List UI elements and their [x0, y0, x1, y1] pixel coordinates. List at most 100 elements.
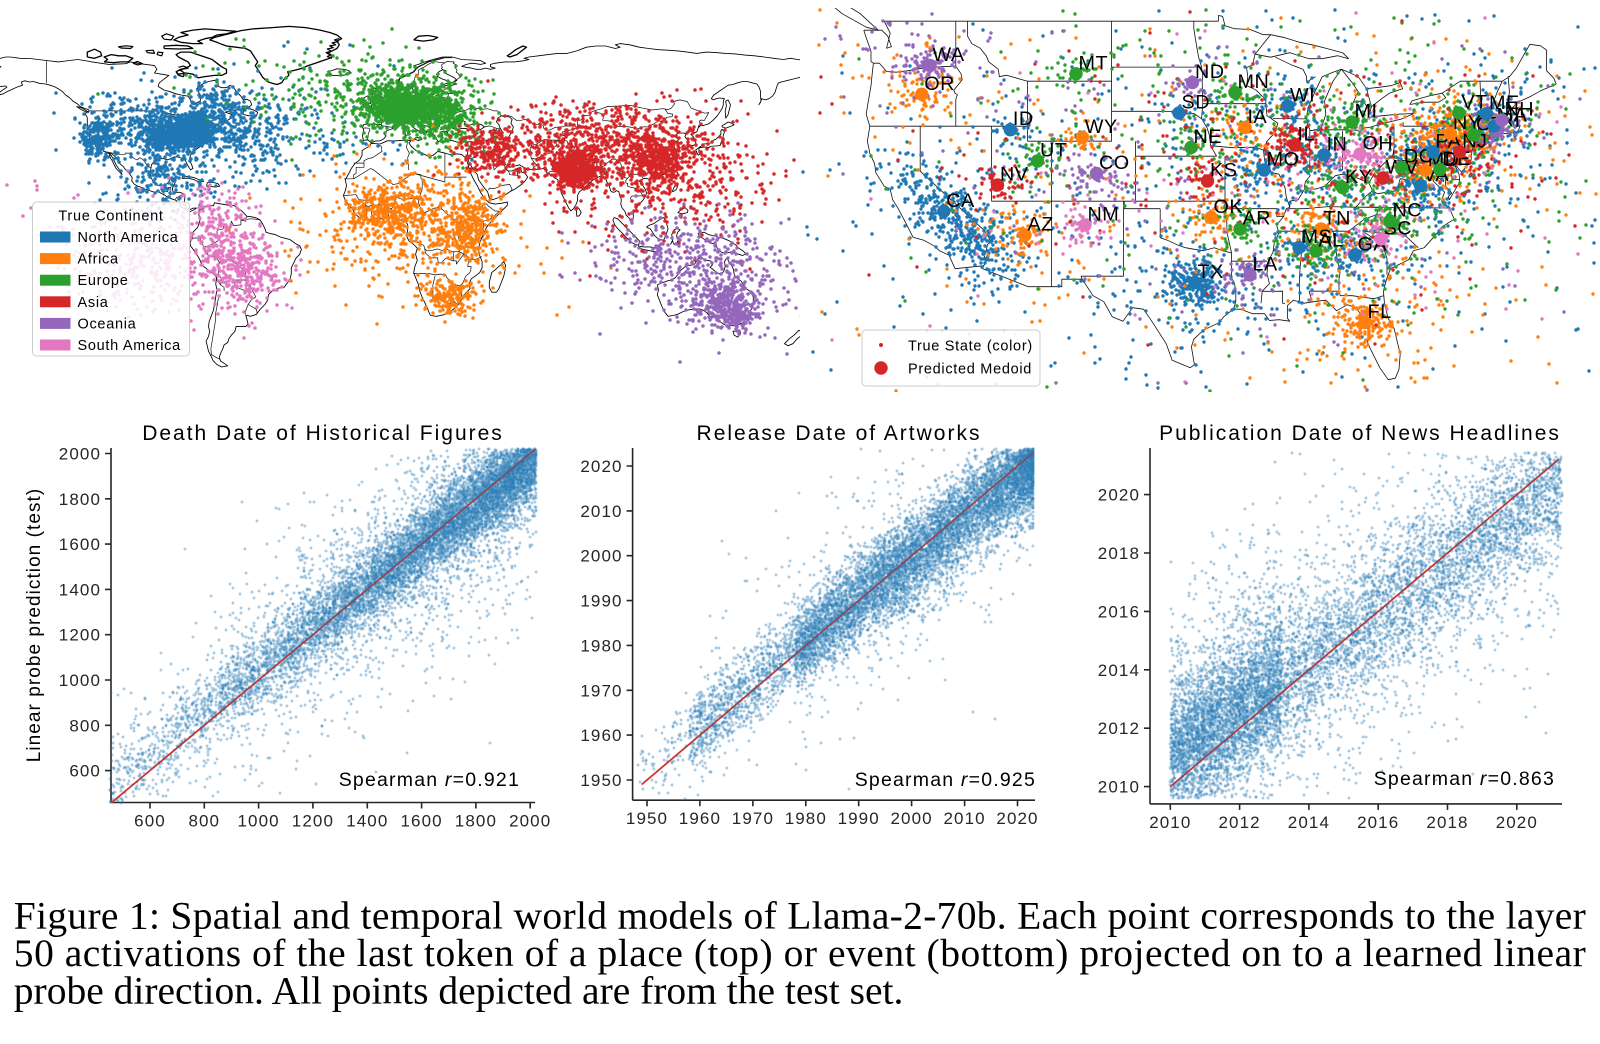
- svg-text:800: 800: [188, 812, 220, 831]
- svg-text:NC: NC: [1393, 200, 1423, 222]
- svg-text:Predicted Medoid: Predicted Medoid: [908, 362, 1032, 378]
- svg-text:LA: LA: [1253, 254, 1279, 276]
- svg-text:1800: 1800: [59, 490, 101, 509]
- svg-text:South America: South America: [78, 338, 182, 354]
- svg-text:Release Date of Artworks: Release Date of Artworks: [697, 422, 982, 445]
- svg-text:ND: ND: [1195, 61, 1225, 83]
- svg-text:UT: UT: [1040, 140, 1067, 162]
- svg-text:1000: 1000: [59, 671, 101, 690]
- svg-text:Spearman r=0.925: Spearman r=0.925: [855, 769, 1036, 791]
- svg-text:OH: OH: [1363, 133, 1394, 155]
- svg-text:2010: 2010: [943, 809, 985, 828]
- svg-text:1970: 1970: [732, 809, 774, 828]
- svg-text:TN: TN: [1324, 208, 1351, 230]
- svg-text:North America: North America: [78, 230, 179, 246]
- svg-text:VT: VT: [1461, 91, 1487, 113]
- svg-text:50 activations of the last tok: 50 activations of the last token of a pl…: [14, 931, 1586, 975]
- svg-text:AZ: AZ: [1028, 214, 1054, 236]
- svg-text:1980: 1980: [785, 809, 827, 828]
- svg-text:2000: 2000: [509, 812, 551, 831]
- svg-text:1200: 1200: [59, 626, 101, 645]
- svg-text:1800: 1800: [455, 812, 497, 831]
- svg-text:Spearman r=0.921: Spearman r=0.921: [339, 769, 520, 791]
- svg-text:2010: 2010: [1098, 778, 1140, 797]
- svg-text:2020: 2020: [1496, 813, 1538, 832]
- svg-text:1600: 1600: [59, 535, 101, 554]
- svg-text:1200: 1200: [292, 812, 334, 831]
- svg-text:OK: OK: [1214, 196, 1244, 218]
- svg-text:2020: 2020: [580, 457, 622, 476]
- svg-text:Death Date of Historical Figur: Death Date of Historical Figures: [142, 422, 504, 445]
- svg-text:1990: 1990: [838, 809, 880, 828]
- svg-text:1950: 1950: [580, 771, 622, 790]
- svg-text:1000: 1000: [237, 812, 279, 831]
- svg-text:1990: 1990: [580, 592, 622, 611]
- svg-text:2010: 2010: [580, 502, 622, 521]
- svg-text:NH: NH: [1505, 99, 1535, 121]
- svg-text:TX: TX: [1198, 261, 1224, 283]
- svg-text:Spearman r=0.863: Spearman r=0.863: [1374, 768, 1555, 790]
- svg-text:KS: KS: [1210, 160, 1237, 182]
- svg-text:DC: DC: [1404, 146, 1434, 168]
- svg-text:Linear probe prediction (test): Linear probe prediction (test): [24, 488, 45, 762]
- svg-text:WA: WA: [933, 44, 965, 66]
- svg-text:Publication Date of News Headl: Publication Date of News Headlines: [1159, 422, 1561, 445]
- svg-text:True Continent: True Continent: [58, 209, 163, 225]
- svg-text:2000: 2000: [580, 547, 622, 566]
- svg-text:NV: NV: [1000, 164, 1029, 186]
- svg-text:MT: MT: [1079, 52, 1109, 74]
- svg-text:1960: 1960: [580, 726, 622, 745]
- svg-text:IA: IA: [1248, 106, 1268, 128]
- svg-text:SD: SD: [1182, 92, 1210, 114]
- svg-text:FL: FL: [1368, 301, 1392, 323]
- svg-text:2016: 2016: [1098, 602, 1140, 621]
- svg-text:CO: CO: [1099, 152, 1130, 174]
- svg-text:True State (color): True State (color): [908, 339, 1033, 355]
- svg-text:MS: MS: [1302, 226, 1333, 248]
- svg-text:IL: IL: [1298, 124, 1316, 146]
- svg-text:1970: 1970: [580, 681, 622, 700]
- svg-text:2014: 2014: [1288, 813, 1330, 832]
- svg-text:2012: 2012: [1098, 719, 1140, 738]
- svg-text:2018: 2018: [1098, 544, 1140, 563]
- svg-text:800: 800: [69, 716, 101, 735]
- svg-text:2010: 2010: [1149, 813, 1191, 832]
- svg-text:1600: 1600: [400, 812, 442, 831]
- svg-text:NM: NM: [1088, 204, 1120, 226]
- svg-text:600: 600: [69, 762, 101, 781]
- svg-text:Europe: Europe: [78, 273, 129, 289]
- svg-text:2012: 2012: [1218, 813, 1260, 832]
- svg-text:WY: WY: [1085, 116, 1118, 138]
- svg-text:2000: 2000: [890, 809, 932, 828]
- svg-text:NE: NE: [1194, 126, 1222, 148]
- svg-text:Figure 1: Spatial and tempora: Figure 1: Spatial and temporal world mod…: [14, 894, 1586, 938]
- svg-text:1950: 1950: [626, 809, 668, 828]
- svg-text:WI: WI: [1290, 85, 1315, 107]
- svg-text:CA: CA: [946, 190, 975, 212]
- svg-text:600: 600: [134, 812, 166, 831]
- svg-text:ME: ME: [1489, 92, 1520, 114]
- svg-text:2018: 2018: [1426, 813, 1468, 832]
- svg-text:IN: IN: [1327, 134, 1348, 156]
- svg-text:2016: 2016: [1357, 813, 1399, 832]
- svg-text:Asia: Asia: [78, 295, 109, 311]
- svg-text:AR: AR: [1243, 208, 1271, 230]
- svg-text:Africa: Africa: [78, 252, 119, 268]
- svg-text:2020: 2020: [1098, 486, 1140, 505]
- svg-text:ID: ID: [1013, 108, 1034, 130]
- svg-text:1400: 1400: [346, 812, 388, 831]
- svg-text:1980: 1980: [580, 636, 622, 655]
- svg-text:OR: OR: [924, 73, 955, 95]
- svg-text:MN: MN: [1238, 71, 1270, 93]
- svg-text:1400: 1400: [59, 580, 101, 599]
- svg-text:2020: 2020: [996, 809, 1038, 828]
- svg-text:2000: 2000: [59, 445, 101, 464]
- svg-text:MO: MO: [1267, 149, 1300, 171]
- svg-text:AL: AL: [1319, 230, 1344, 252]
- svg-text:Oceania: Oceania: [78, 316, 137, 332]
- svg-text:KY: KY: [1345, 166, 1372, 188]
- svg-text:2014: 2014: [1098, 661, 1140, 680]
- svg-text:probe direction. All points d: probe direction. All points depicted are…: [14, 969, 904, 1013]
- svg-text:1960: 1960: [679, 809, 721, 828]
- svg-text:MI: MI: [1355, 101, 1378, 123]
